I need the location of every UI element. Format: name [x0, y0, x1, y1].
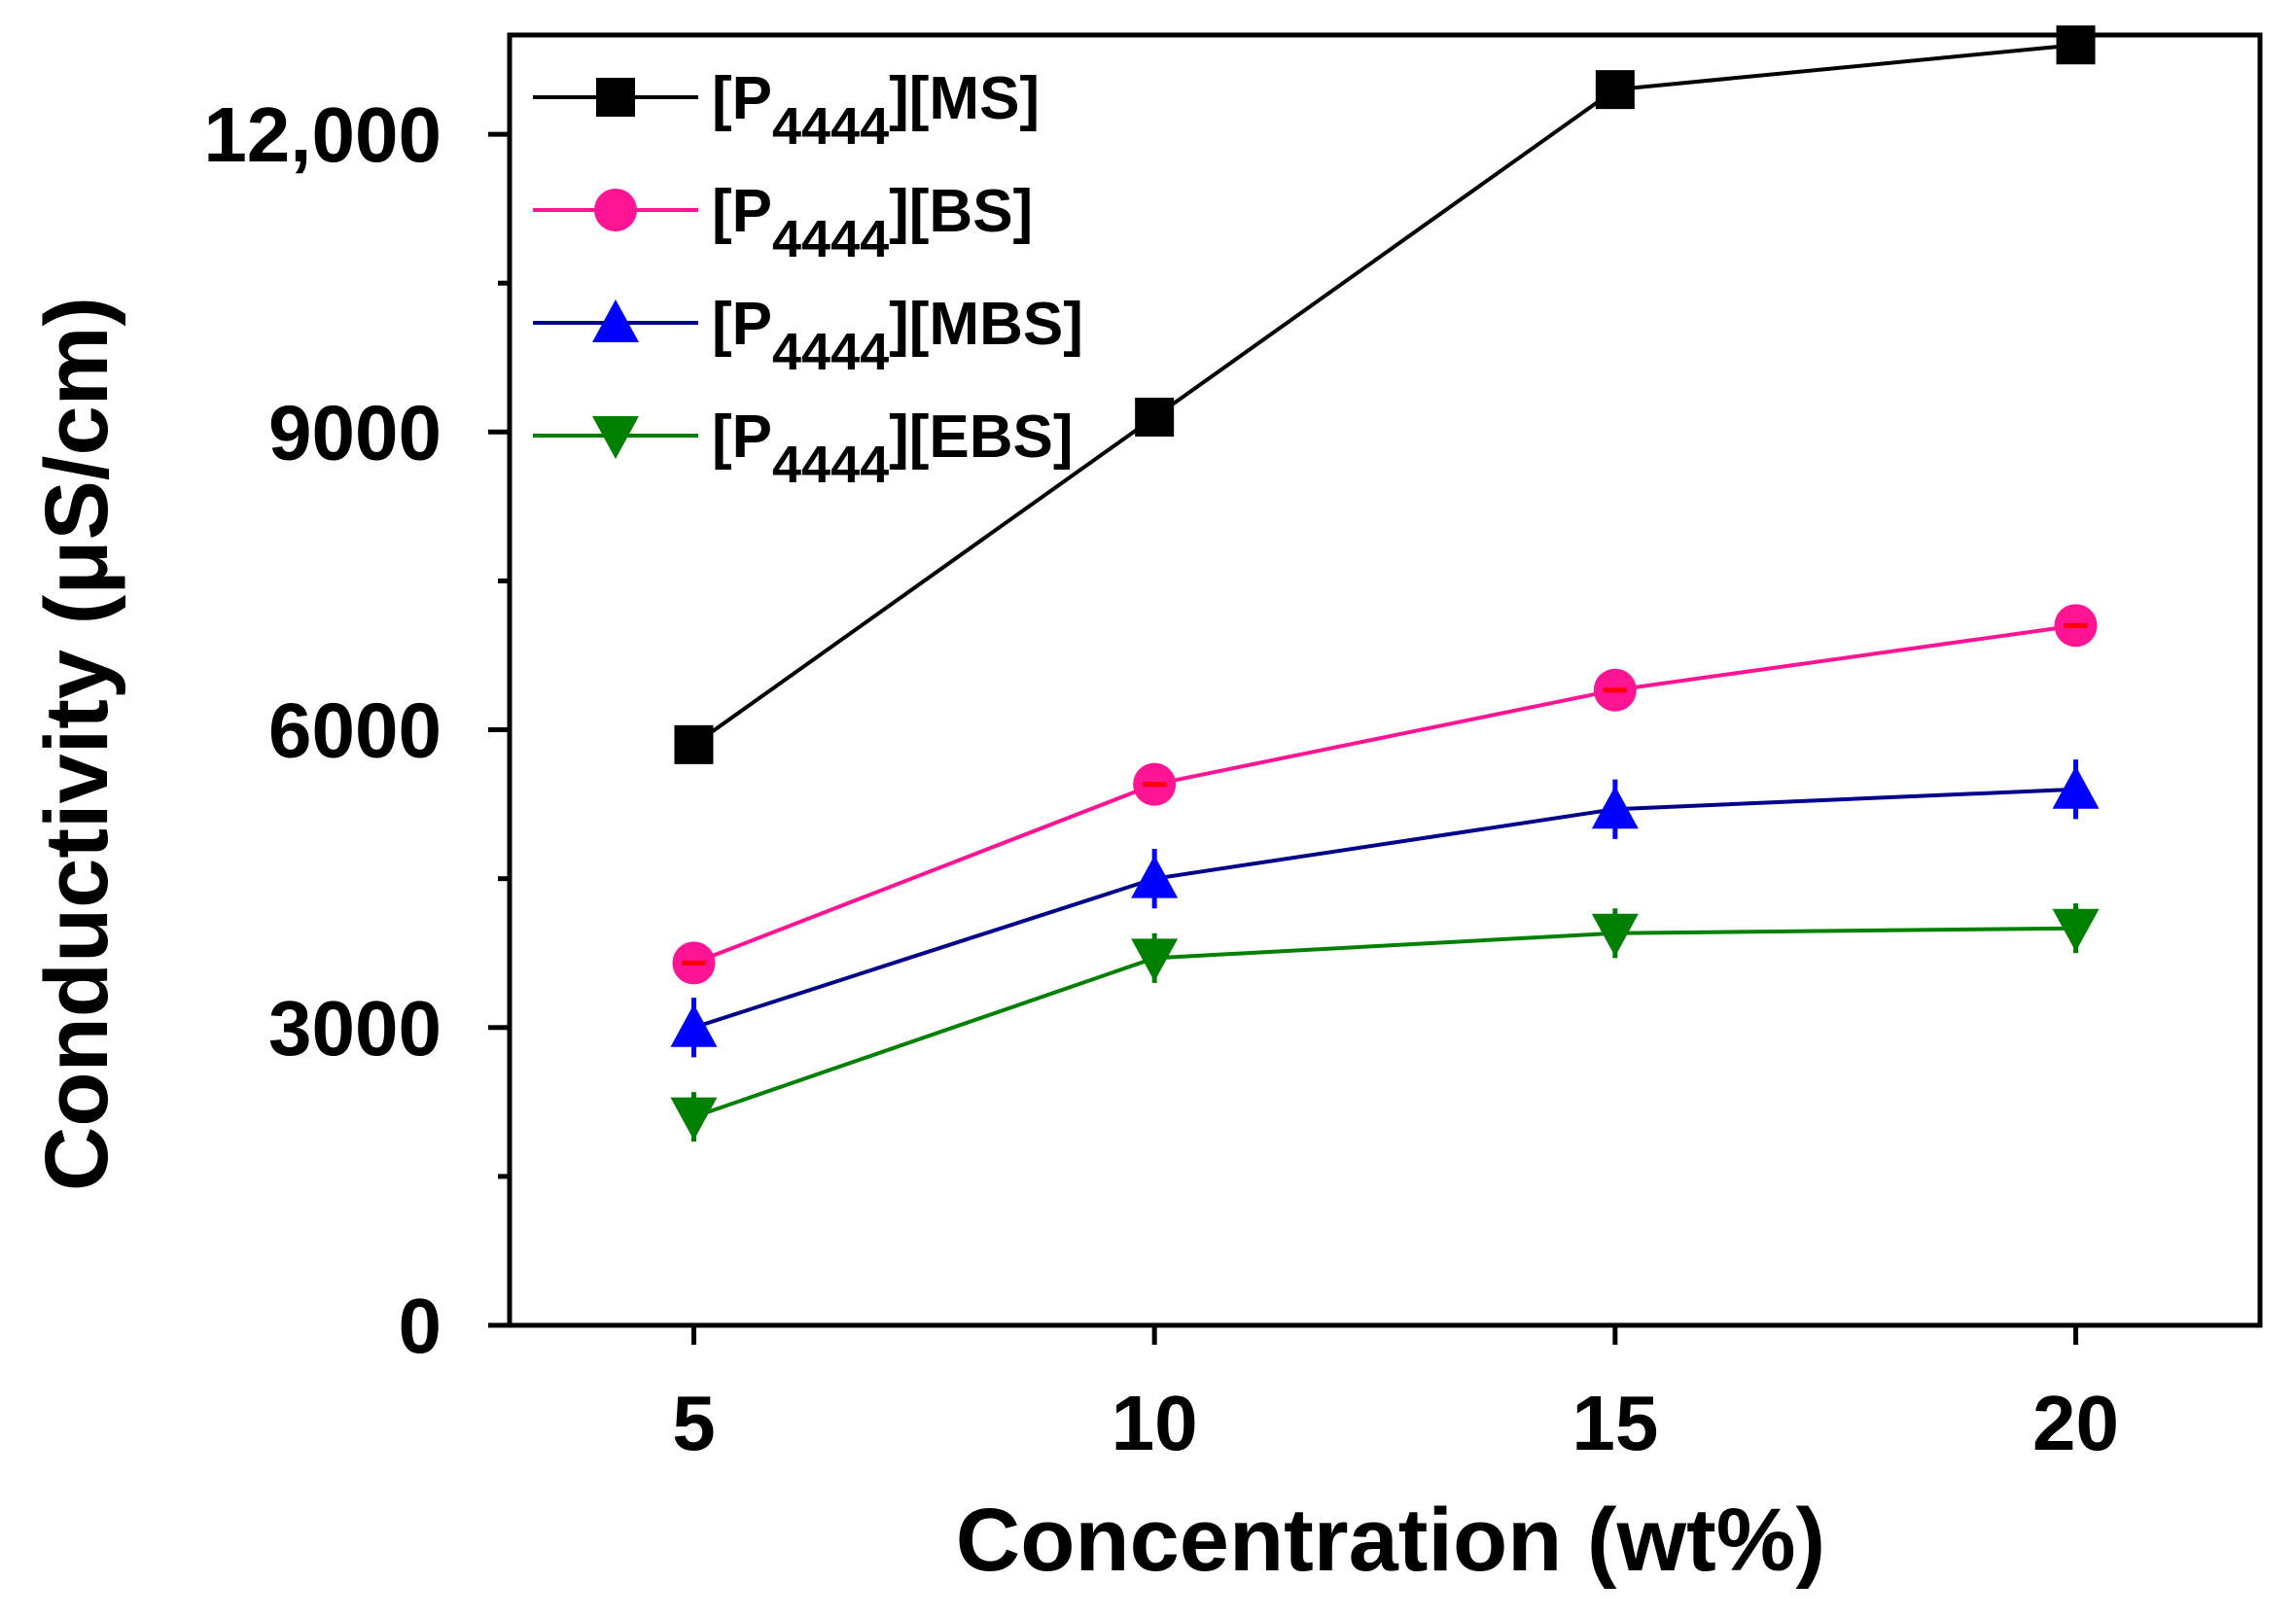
data-point — [1131, 855, 1179, 898]
series-line — [692, 623, 2076, 966]
series-line — [692, 926, 2076, 1119]
data-point — [1131, 938, 1179, 982]
y-tick-label: 12,000 — [203, 91, 442, 178]
legend-label: [P4444][EBS] — [712, 404, 1074, 494]
y-axis: 0 3000 6000 9000 12,000 — [203, 91, 510, 1369]
y-tick-label: 0 — [399, 1283, 442, 1369]
y-tick-label: 3000 — [268, 985, 442, 1072]
series-line — [692, 43, 2076, 747]
legend: [P4444][MS] [P4444][BS] [P4444][MBS] [P4444… — [533, 65, 1083, 494]
y-axis-title: Conductivity (μS/cm) — [27, 297, 126, 1191]
data-point — [674, 724, 714, 764]
x-axis: 5 10 15 20 — [672, 1325, 2119, 1466]
data-point — [2056, 25, 2096, 65]
legend-item: [P4444][MBS] — [533, 291, 1083, 381]
legend-item: [P4444][EBS] — [533, 404, 1074, 494]
x-tick-label: 10 — [1112, 1380, 1198, 1466]
legend-item: [P4444][MS] — [533, 65, 1040, 156]
data-point — [1591, 913, 1639, 957]
legend-marker — [596, 78, 635, 117]
legend-label: [P4444][MBS] — [712, 291, 1083, 381]
data-point — [1591, 786, 1639, 829]
y-tick-label: 9000 — [268, 389, 442, 475]
data-point — [2052, 908, 2100, 952]
legend-marker — [594, 189, 637, 231]
x-tick-label: 5 — [672, 1380, 716, 1466]
legend-marker — [592, 416, 639, 459]
x-tick-label: 20 — [2032, 1380, 2119, 1466]
legend-item: [P4444][BS] — [533, 178, 1033, 268]
series-ms — [674, 25, 2096, 764]
x-axis-title: Concentration (wt%) — [956, 1491, 1825, 1590]
legend-label: [P4444][MS] — [712, 65, 1040, 156]
legend-label: [P4444][BS] — [712, 178, 1033, 268]
data-point — [1135, 397, 1175, 437]
data-point — [2052, 765, 2100, 809]
plot-layer — [670, 25, 2100, 1142]
series-bs — [672, 604, 2098, 985]
y-tick-label: 6000 — [268, 687, 442, 774]
data-point — [670, 1097, 718, 1141]
series-ebs — [670, 903, 2100, 1142]
data-point — [1595, 70, 1635, 110]
series-line — [692, 787, 2076, 1030]
legend-marker — [592, 299, 639, 342]
plot-frame — [507, 32, 2263, 1328]
series-mbs — [670, 759, 2100, 1058]
data-point — [670, 1003, 718, 1047]
x-tick-label: 15 — [1572, 1380, 1658, 1466]
